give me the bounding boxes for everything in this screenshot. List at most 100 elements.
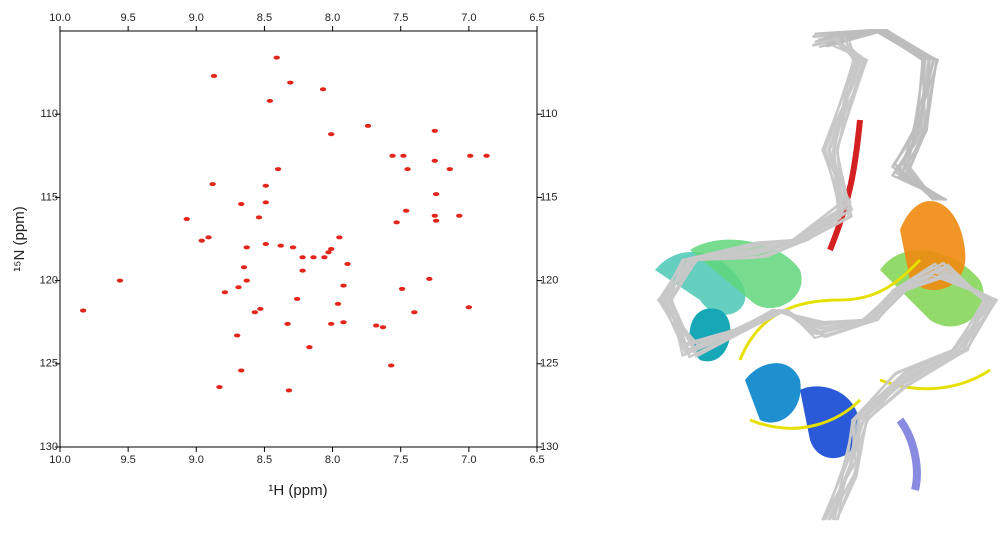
peak: [287, 80, 294, 85]
peak: [319, 87, 327, 92]
peak: [328, 246, 335, 251]
peak: [340, 320, 347, 325]
peak: [325, 250, 332, 255]
peak: [205, 235, 212, 240]
peak: [277, 243, 284, 248]
peak: [340, 283, 347, 288]
peak: [183, 217, 190, 222]
protein-structure: [655, 28, 999, 521]
plot-frame: [59, 30, 538, 448]
peak: [289, 245, 297, 250]
peak: [284, 321, 291, 326]
x-tick-label: 9.5: [120, 454, 135, 466]
peak: [328, 321, 335, 326]
peak: [344, 261, 351, 266]
peak: [411, 310, 418, 315]
peak: [483, 153, 490, 158]
y-tick-label: 120: [540, 275, 558, 287]
peak: [400, 153, 407, 158]
peak: [372, 323, 380, 328]
x-tick-label: 9.0: [189, 12, 204, 24]
peak: [467, 153, 474, 158]
peak: [274, 167, 282, 172]
peak: [285, 388, 293, 393]
peak: [404, 167, 411, 172]
peak: [389, 153, 396, 158]
peak: [431, 213, 438, 218]
backbone-trace: [825, 28, 948, 201]
peak: [240, 265, 248, 270]
peak: [321, 255, 328, 260]
peak: [299, 268, 306, 273]
peak: [198, 238, 205, 243]
peak: [431, 128, 438, 133]
x-tick-label: 6.5: [529, 12, 544, 24]
peak: [257, 306, 264, 311]
y-axis-title: ¹⁵N (ppm): [11, 206, 28, 271]
peak: [310, 255, 317, 260]
y-tick-label: 120: [40, 275, 58, 287]
x-tick-label: 7.5: [393, 12, 408, 24]
y-tick-label: 130: [40, 441, 58, 453]
x-tick-label: 7.5: [393, 454, 408, 466]
peak: [446, 167, 453, 172]
peak: [233, 333, 241, 338]
backbone-trace: [670, 45, 999, 521]
peak: [243, 245, 250, 250]
peak: [387, 363, 395, 368]
y-tick-label: 110: [540, 108, 558, 120]
peak: [209, 182, 216, 187]
y-tick-label: 115: [40, 191, 58, 203]
peak: [456, 213, 463, 218]
peak: [431, 158, 438, 163]
peak: [79, 308, 87, 313]
peak: [379, 325, 387, 330]
peak: [216, 385, 223, 390]
peak: [116, 278, 124, 283]
peak: [262, 200, 269, 205]
peak: [393, 220, 400, 225]
x-tick-label: 7.0: [461, 12, 476, 24]
peak: [334, 301, 342, 306]
peak: [238, 368, 245, 373]
x-tick-label: 9.0: [189, 454, 204, 466]
peak: [238, 202, 245, 207]
x-tick-label: 10.0: [49, 12, 70, 24]
peak: [426, 276, 433, 281]
peak: [465, 305, 473, 310]
backbone-trace: [812, 28, 938, 201]
x-tick-label: 8.0: [325, 454, 340, 466]
peak: [336, 235, 343, 240]
x-tick-label: 8.0: [325, 12, 340, 24]
peak: [432, 192, 440, 197]
peak: [235, 285, 242, 290]
peak: [210, 73, 218, 78]
y-tick-label: 115: [540, 191, 558, 203]
peak: [432, 218, 440, 223]
x-tick-label: 7.0: [461, 454, 476, 466]
peak: [364, 123, 372, 128]
peak: [293, 296, 301, 301]
peak: [402, 208, 410, 213]
peak: [398, 286, 406, 291]
x-tick-label: 8.5: [257, 454, 272, 466]
peak: [273, 55, 280, 60]
y-tick-label: 110: [40, 108, 58, 120]
x-tick-label: 6.5: [529, 454, 544, 466]
peak: [306, 345, 313, 350]
backbone-trace: [661, 36, 989, 521]
peak: [243, 278, 250, 283]
x-tick-label: 8.5: [257, 12, 272, 24]
peak: [299, 255, 306, 260]
peak: [255, 215, 263, 220]
y-tick-label: 125: [540, 358, 558, 370]
x-tick-label: 9.5: [120, 12, 135, 24]
x-tick-label: 10.0: [49, 454, 70, 466]
peak: [262, 241, 269, 246]
y-tick-label: 130: [540, 441, 558, 453]
peak: [262, 183, 269, 188]
peak: [251, 310, 259, 315]
backbone-trace: [660, 36, 989, 521]
peak: [221, 290, 229, 295]
peak: [266, 98, 274, 103]
